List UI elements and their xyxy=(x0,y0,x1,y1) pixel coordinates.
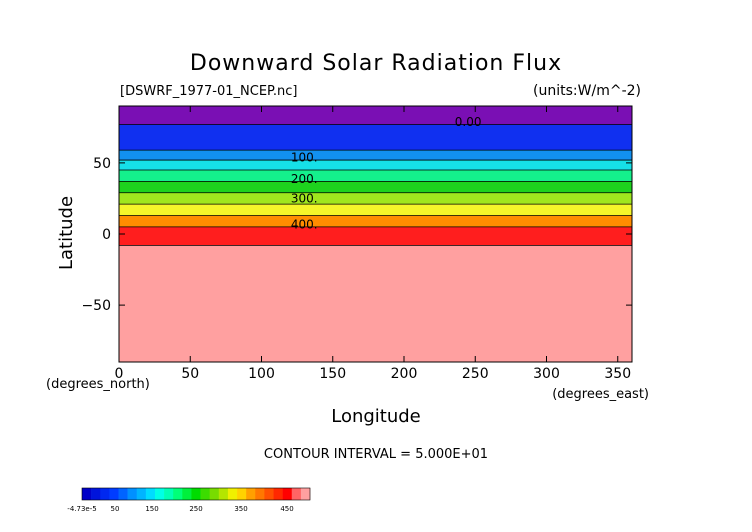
colorbar-cell-9 xyxy=(164,488,174,500)
colorbar xyxy=(81,487,311,501)
colorbar-cell-1 xyxy=(91,488,101,500)
colorbar-cell-14 xyxy=(209,488,220,500)
colorbar-label-1: 50 xyxy=(111,505,120,513)
x-tick-label-7: 350 xyxy=(604,366,631,382)
colorbar-cell-7 xyxy=(145,488,156,500)
colorbar-cell-23 xyxy=(291,488,302,500)
contour-label-0: 0.00 xyxy=(455,115,482,129)
colorbar-cell-15 xyxy=(218,488,229,500)
contour-label-1: 100. xyxy=(291,150,318,164)
colorbar-label-5: 450 xyxy=(280,505,293,513)
colorbar-cell-0 xyxy=(82,488,92,500)
contour-label-3: 300. xyxy=(291,192,318,206)
y-tick-label-2: −50 xyxy=(81,298,111,314)
x-tick-label-3: 150 xyxy=(319,366,346,382)
colorbar-cell-5 xyxy=(127,488,138,500)
contour-interval-label: CONTOUR INTERVAL = 5.000E+01 xyxy=(264,447,488,462)
x-axis-label: Longitude xyxy=(331,406,421,427)
x-tick-label-0: 0 xyxy=(115,366,124,382)
x-tick-label-4: 200 xyxy=(391,366,418,382)
colorbar-cell-17 xyxy=(237,488,247,500)
colorbar-cell-20 xyxy=(264,488,274,500)
colorbar-cell-13 xyxy=(200,488,210,500)
y-axis-ticks: 50 0 −50 xyxy=(81,156,632,314)
heatmap-band-8 xyxy=(119,215,632,227)
heatmap-band-1 xyxy=(119,124,632,151)
colorbar-cell-12 xyxy=(191,488,201,500)
colorbar-cell-2 xyxy=(100,488,110,500)
heatmap-band-7 xyxy=(119,204,632,216)
heatmap-band-6 xyxy=(119,192,632,205)
colorbar-cell-19 xyxy=(255,488,265,500)
colorbar-cell-22 xyxy=(282,488,293,500)
heatmap-band-3 xyxy=(119,160,632,170)
x-axis-ticks: 0 50 100 150 200 250 300 350 xyxy=(115,106,631,382)
colorbar-cell-16 xyxy=(227,488,238,500)
heatmap-band-10 xyxy=(119,245,632,362)
x-tick-label-6: 300 xyxy=(533,366,560,382)
colorbar-frame xyxy=(81,487,311,501)
colorbar-cell-18 xyxy=(246,488,256,500)
colorbar-labels: -4.73e-5 50 150 250 350 450 xyxy=(67,505,293,513)
colorbar-cell-21 xyxy=(273,488,283,500)
colorbar-cell-4 xyxy=(118,488,128,500)
heatmap-band-4 xyxy=(119,170,632,182)
colorbar-cell-11 xyxy=(182,488,192,500)
file-label: [DSWRF_1977-01_NCEP.nc] xyxy=(120,84,297,99)
colorbar-label-4: 350 xyxy=(234,505,247,513)
colorbar-label-2: 150 xyxy=(145,505,158,513)
heatmap-band-2 xyxy=(119,150,632,161)
colorbar-label-0: -4.73e-5 xyxy=(67,505,96,513)
contour-labels: 0.00 100. 200. 300. 400. xyxy=(291,115,482,231)
colorbar-cell-24 xyxy=(300,488,311,500)
x-unit-label: (degrees_east) xyxy=(552,387,649,402)
y-tick-label-1: 0 xyxy=(102,227,111,243)
heatmap-bands xyxy=(119,106,632,362)
x-tick-label-5: 250 xyxy=(462,366,489,382)
colorbar-cell-8 xyxy=(154,488,165,500)
chart-title: Downward Solar Radiation Flux xyxy=(190,51,562,76)
contour-label-2: 200. xyxy=(291,172,318,186)
colorbar-cell-3 xyxy=(109,488,119,500)
units-label: (units:W/m^-2) xyxy=(533,83,641,99)
contour-label-4: 400. xyxy=(291,217,318,231)
contour-lines xyxy=(119,124,632,246)
x-tick-label-1: 50 xyxy=(181,366,199,382)
y-axis-label: Latitude xyxy=(56,196,77,270)
colorbar-cell-10 xyxy=(173,488,183,500)
y-tick-label-0: 50 xyxy=(93,156,111,172)
colorbar-label-3: 250 xyxy=(189,505,202,513)
colorbar-cell-6 xyxy=(136,488,147,500)
y-unit-label: (degrees_north) xyxy=(46,377,150,392)
heatmap-band-9 xyxy=(119,226,632,246)
heatmap-band-0 xyxy=(119,106,632,125)
x-tick-label-2: 100 xyxy=(248,366,275,382)
heatmap-band-5 xyxy=(119,181,632,193)
